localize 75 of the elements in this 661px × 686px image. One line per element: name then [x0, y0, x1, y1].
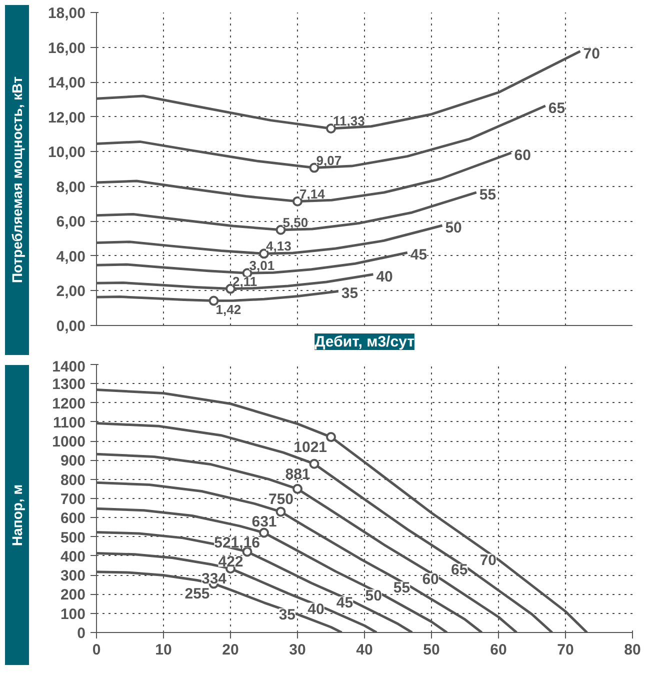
series-label: 35	[278, 606, 296, 624]
data-label: 1,42	[216, 302, 242, 317]
x-tick-label: 40	[356, 642, 373, 658]
series-label: 65	[548, 100, 566, 117]
y-tick-label: 2,00	[56, 283, 86, 300]
x-tick-label: 0	[92, 642, 101, 658]
data-label: 4,13	[266, 238, 292, 254]
y-tick-label: 700	[60, 491, 86, 508]
data-label: 255	[184, 586, 210, 603]
x-tick-label: 30	[289, 642, 306, 658]
y-tick-label: 4,00	[56, 248, 86, 266]
series-label: 55	[479, 186, 496, 204]
data-label: 422	[218, 554, 244, 571]
x-tick-label: 70	[557, 642, 574, 658]
series-label: 40	[308, 600, 324, 618]
point	[326, 432, 336, 442]
series-label: 60	[422, 571, 439, 588]
y-tick-label: 300	[60, 568, 86, 585]
series-label: 45	[410, 246, 428, 264]
x-axis-title: Дебит, м3/сут	[314, 334, 414, 350]
series-label: 40	[376, 268, 393, 286]
point	[208, 296, 219, 306]
y-tick-label: 1300	[52, 376, 86, 394]
y-tick-label: 1200	[52, 395, 86, 412]
x-tick-label: 80	[624, 642, 641, 658]
x-tick-label: 20	[222, 642, 239, 658]
data-label: 2,11	[232, 274, 258, 289]
y-tick-label: 1000	[52, 434, 86, 451]
series-label: 50	[365, 587, 382, 604]
y-tick-label: 0	[77, 625, 86, 642]
data-label: 881	[285, 466, 310, 483]
series-label: 70	[480, 552, 497, 569]
series-label: 45	[336, 594, 354, 612]
x-tick-label: 60	[490, 642, 507, 658]
x-tick-label: 10	[155, 642, 172, 658]
y-tick-label: 8,00	[56, 178, 86, 196]
point	[276, 506, 286, 517]
data-label: 7,14	[300, 186, 326, 202]
y-tick-label: 100	[60, 606, 86, 623]
y-tick-label: 1100	[52, 414, 86, 432]
point	[259, 528, 269, 538]
y-tick-label: 6,00	[56, 214, 86, 231]
data-label: 521,16	[214, 534, 260, 552]
point	[292, 484, 302, 494]
data-label: 631	[252, 514, 277, 531]
series-label: 60	[514, 146, 531, 164]
y-axis-title: Напор, м	[8, 484, 26, 546]
y-tick-label: 900	[60, 452, 86, 470]
x-tick-label: 50	[423, 642, 440, 658]
series-label: 55	[393, 580, 410, 597]
series-label: 50	[445, 220, 462, 237]
y-tick-label: 14,00	[48, 74, 86, 92]
data-label: 9,07	[316, 152, 342, 168]
data-label: 3,01	[249, 258, 275, 274]
y-tick-label: 10,00	[48, 144, 86, 162]
data-label: 334	[201, 570, 228, 588]
data-label: 1021	[294, 439, 328, 456]
data-label: 5,50	[282, 214, 308, 230]
data-label: 750	[268, 490, 294, 508]
y-tick-label: 0,00	[56, 318, 86, 335]
y-tick-label: 600	[60, 510, 86, 528]
point	[309, 458, 320, 469]
y-tick-label: 18,00	[48, 5, 86, 22]
y-tick-label: 500	[60, 529, 86, 546]
y-tick-label: 12,00	[48, 109, 86, 126]
y-tick-label: 16,00	[48, 40, 86, 57]
series-label: 35	[341, 285, 358, 302]
y-tick-label: 1400	[52, 358, 86, 376]
series-label: 70	[583, 45, 600, 62]
y-tick-label: 400	[60, 548, 86, 566]
series-label: 65	[451, 562, 468, 579]
y-tick-label: 200	[60, 586, 86, 604]
data-label: 11,33	[333, 113, 365, 128]
y-tick-label: 800	[60, 472, 86, 489]
y-axis-title: Потребляемая мощность, кВт	[8, 76, 26, 284]
